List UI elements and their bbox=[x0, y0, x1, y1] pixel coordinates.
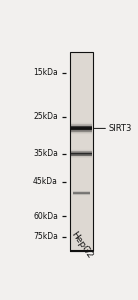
Bar bbox=[73, 191, 90, 192]
Bar bbox=[71, 133, 92, 134]
Bar bbox=[71, 158, 92, 159]
Text: 45kDa: 45kDa bbox=[33, 177, 58, 186]
Text: SIRT3: SIRT3 bbox=[94, 124, 132, 133]
Bar bbox=[73, 194, 90, 195]
Bar bbox=[71, 123, 92, 124]
Bar bbox=[71, 125, 92, 126]
Bar bbox=[71, 153, 92, 154]
Bar bbox=[71, 130, 92, 131]
Bar bbox=[73, 192, 90, 193]
Bar bbox=[71, 129, 92, 130]
Bar bbox=[71, 156, 92, 157]
Bar bbox=[71, 150, 92, 151]
Bar bbox=[73, 195, 90, 196]
Bar bbox=[71, 129, 92, 130]
Bar bbox=[71, 123, 92, 124]
Bar bbox=[73, 194, 90, 195]
Bar bbox=[71, 127, 92, 128]
Bar bbox=[71, 154, 92, 155]
Bar bbox=[71, 128, 92, 129]
Bar bbox=[71, 135, 92, 136]
Bar bbox=[71, 153, 92, 154]
Bar bbox=[71, 134, 92, 135]
Bar bbox=[71, 156, 92, 157]
Text: 35kDa: 35kDa bbox=[33, 149, 58, 158]
Bar bbox=[71, 135, 92, 136]
Bar bbox=[71, 152, 92, 153]
Bar bbox=[71, 122, 92, 123]
Bar bbox=[71, 149, 92, 150]
Bar bbox=[71, 150, 92, 151]
Bar bbox=[71, 124, 92, 125]
Bar bbox=[73, 196, 90, 197]
Bar bbox=[71, 130, 92, 131]
Text: 15kDa: 15kDa bbox=[33, 68, 58, 77]
Text: 60kDa: 60kDa bbox=[33, 212, 58, 221]
Bar bbox=[71, 155, 92, 156]
Bar bbox=[71, 122, 92, 123]
Bar bbox=[73, 190, 90, 191]
Bar bbox=[71, 149, 92, 150]
Bar bbox=[71, 148, 92, 149]
Text: 25kDa: 25kDa bbox=[33, 112, 58, 121]
Bar bbox=[71, 131, 92, 132]
Bar bbox=[71, 132, 92, 133]
Bar bbox=[71, 159, 92, 160]
Bar bbox=[73, 196, 90, 197]
Bar bbox=[71, 124, 92, 125]
Bar bbox=[71, 158, 92, 159]
Bar bbox=[71, 154, 92, 155]
Bar bbox=[71, 127, 92, 128]
Bar bbox=[71, 126, 92, 127]
Bar bbox=[71, 126, 92, 127]
Text: HepG2: HepG2 bbox=[69, 230, 94, 260]
Bar bbox=[71, 151, 92, 152]
Bar bbox=[71, 155, 92, 156]
Bar bbox=[71, 148, 92, 149]
Bar bbox=[73, 190, 90, 191]
Bar bbox=[71, 157, 92, 158]
Bar bbox=[71, 133, 92, 134]
Bar bbox=[73, 195, 90, 196]
Bar bbox=[71, 121, 92, 122]
Bar bbox=[71, 134, 92, 135]
Text: 75kDa: 75kDa bbox=[33, 232, 58, 242]
Bar bbox=[73, 193, 90, 194]
Bar bbox=[71, 151, 92, 152]
Bar bbox=[71, 131, 92, 132]
Bar bbox=[71, 121, 92, 122]
Bar bbox=[70, 52, 93, 251]
